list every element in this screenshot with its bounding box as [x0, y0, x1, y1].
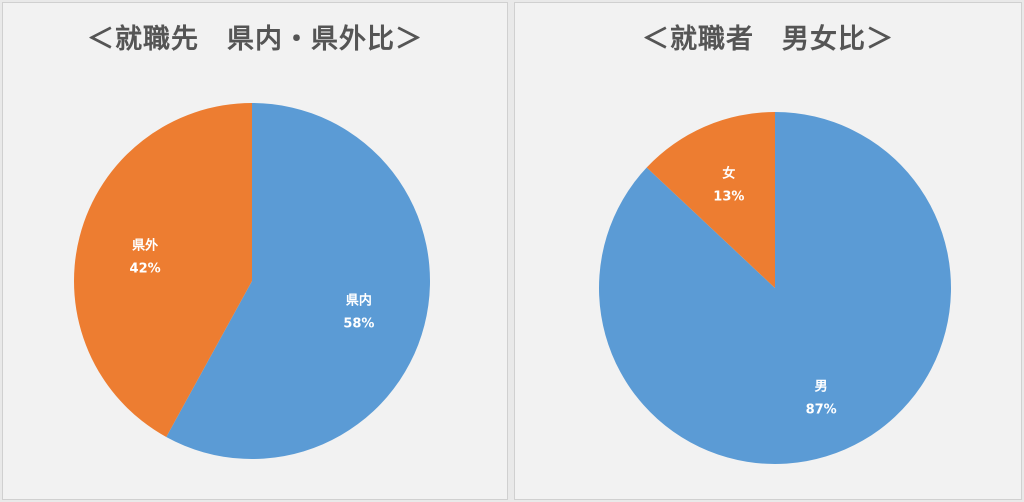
chart-title: ＜就職者 男女比＞	[642, 24, 894, 55]
slice-label: 県内	[346, 292, 372, 308]
slice-label: 県外	[132, 238, 158, 254]
slice-percent-label: 13%	[713, 189, 744, 204]
slice-label: 男	[815, 380, 828, 395]
pie-slice-secondary	[646, 112, 775, 288]
slice-percent-label: 58%	[343, 316, 374, 331]
pie-slice-secondary	[73, 103, 252, 437]
chart-panel-workplace: ＜就職先 県内・県外比＞ 県内 58% 県外 42%	[2, 2, 508, 500]
chart-title: ＜就職先 県内・県外比＞	[87, 24, 423, 55]
slice-percent-label: 42%	[130, 262, 161, 277]
pie-slice-primary	[166, 103, 431, 459]
chart-panel-gender: ＜就職者 男女比＞ 男 87% 女 13%	[514, 2, 1022, 500]
slice-label: 女	[722, 165, 735, 181]
pie-chart-gender: 男 87% 女 13%	[599, 112, 951, 464]
pie-chart-workplace: 県内 58% 県外 42%	[73, 103, 431, 459]
slice-percent-label: 87%	[806, 403, 837, 418]
